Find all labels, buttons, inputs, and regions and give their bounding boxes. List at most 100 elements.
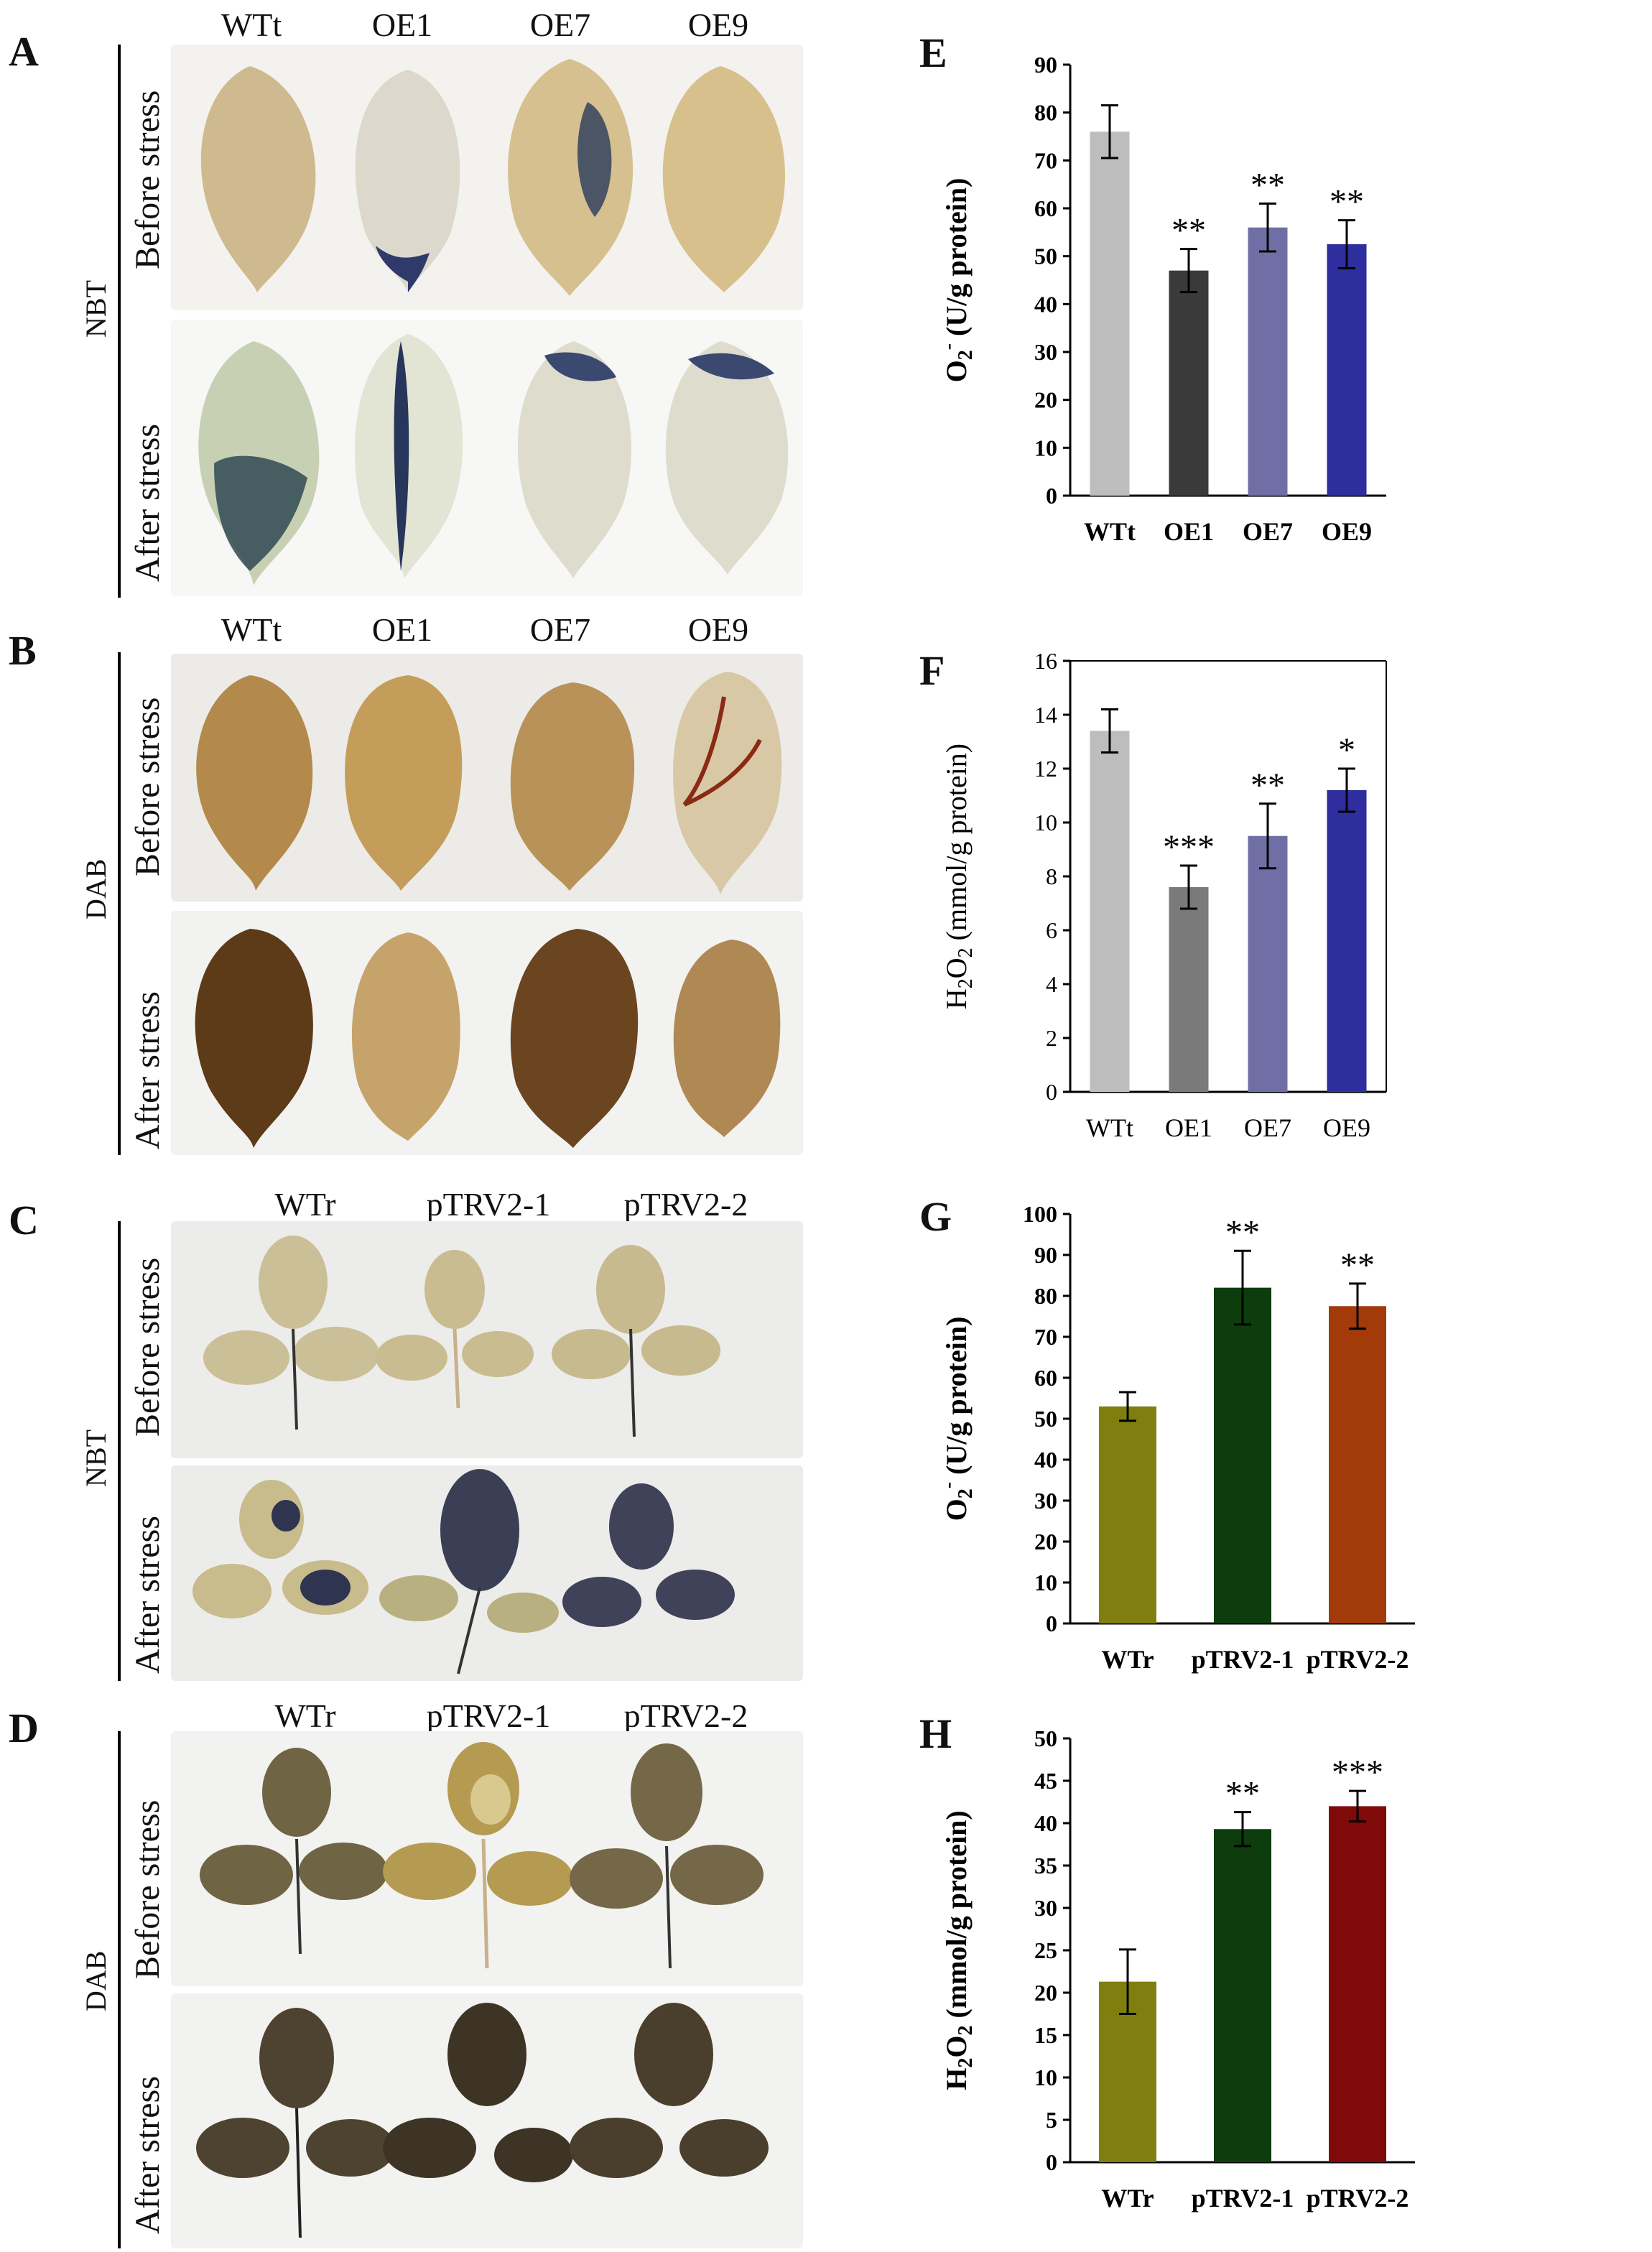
bracket-line <box>118 1731 121 2248</box>
panel-letter-d: D <box>9 1705 39 1751</box>
y-tick-label: 90 <box>1034 1242 1057 1268</box>
y-tick-label: 16 <box>1034 648 1057 674</box>
y-axis-label: H2O2 (mmol/g protein) <box>940 743 977 1009</box>
y-tick-label: 35 <box>1034 1853 1057 1878</box>
column-label: WTr <box>274 1186 336 1223</box>
y-tick-label: 30 <box>1034 1488 1057 1514</box>
category-label: WTt <box>1086 1113 1133 1142</box>
column-label: OE1 <box>371 611 433 648</box>
panel-letter-a: A <box>9 28 39 75</box>
y-tick-label: 70 <box>1034 147 1057 173</box>
column-label: OE9 <box>687 611 749 648</box>
bar <box>1248 835 1288 1092</box>
y-tick-label: 80 <box>1034 100 1057 126</box>
y-tick-label: 5 <box>1046 2107 1057 2133</box>
category-label: OE1 <box>1165 1113 1212 1142</box>
bracket-line <box>118 652 121 1155</box>
y-tick-label: 10 <box>1034 810 1057 835</box>
significance-marker: *** <box>1163 828 1215 866</box>
category-label: pTRV2-2 <box>1307 2184 1409 2212</box>
y-tick-label: 0 <box>1046 1079 1057 1105</box>
panel-letter-c: C <box>9 1197 39 1243</box>
row-label-after: After stress <box>129 991 167 1149</box>
category-label: WTr <box>1101 1645 1154 1674</box>
category-label: OE7 <box>1244 1113 1291 1142</box>
category-label: OE1 <box>1164 517 1214 546</box>
category-label: OE9 <box>1323 1113 1370 1142</box>
y-axis-label: O2- (U/g protein) <box>937 1317 977 1521</box>
category-label: pTRV2-1 <box>1192 2184 1294 2212</box>
y-tick-label: 10 <box>1034 2065 1057 2090</box>
category-label: WTr <box>1101 2184 1154 2212</box>
leaf-photo-after <box>171 1465 803 1681</box>
panel-letter-f: F <box>919 647 945 694</box>
column-label: OE7 <box>529 611 591 648</box>
y-tick-label: 40 <box>1034 1447 1057 1473</box>
row-label-before: Before stress <box>129 1257 167 1437</box>
leaf-photo-before <box>171 45 803 310</box>
leaf-photo-before <box>171 654 803 902</box>
bracket-line <box>118 1221 121 1681</box>
y-tick-label: 0 <box>1046 1611 1057 1636</box>
bar <box>1329 1806 1386 2162</box>
y-tick-label: 0 <box>1046 483 1057 509</box>
panel-letter-h: H <box>919 1710 952 1757</box>
y-tick-label: 8 <box>1046 863 1057 889</box>
significance-marker: *** <box>1332 1753 1383 1792</box>
leaf-shapes <box>192 1469 735 1674</box>
leaf-photo-before <box>171 1221 803 1458</box>
leaf-shapes <box>196 672 782 894</box>
y-axis-label: H2O2 (mmol/g protein) <box>940 1810 977 2090</box>
category-label: OE9 <box>1322 517 1372 546</box>
y-tick-label: 40 <box>1034 291 1057 317</box>
column-label: pTRV2-1 <box>426 1697 551 1734</box>
column-label: WTt <box>221 611 282 648</box>
y-tick-label: 4 <box>1046 971 1057 997</box>
y-tick-label: 10 <box>1034 1570 1057 1595</box>
chart-e: 0 10 20 30 40 50 60 70 80 90 O2- (U/g protein) WTt *… <box>937 52 1386 546</box>
significance-marker: ** <box>1330 183 1364 221</box>
y-tick-label: 20 <box>1034 1980 1057 2006</box>
bar <box>1090 731 1130 1092</box>
row-label-before: Before stress <box>129 697 167 876</box>
column-label: pTRV2-1 <box>426 1186 551 1223</box>
chart-h: 0 5 10 15 20 25 30 35 40 45 50 H2O2 (mmol/g protein… <box>940 1725 1415 2212</box>
y-tick-label: 14 <box>1034 702 1057 728</box>
y-tick-label: 50 <box>1034 1406 1057 1432</box>
row-label-after: After stress <box>129 1516 167 1674</box>
bar <box>1090 131 1130 496</box>
y-tick-label: 80 <box>1034 1283 1057 1309</box>
chart-g: 0 10 20 30 40 50 60 70 80 90 100 O2- (U/g protein) W… <box>937 1201 1415 1674</box>
column-label: pTRV2-2 <box>623 1186 748 1223</box>
significance-marker: * <box>1338 731 1355 769</box>
bar <box>1099 1406 1156 1623</box>
y-tick-label: 70 <box>1034 1324 1057 1350</box>
stain-label: NBT <box>80 1429 112 1487</box>
panel-letter-e: E <box>919 29 947 76</box>
bar <box>1248 227 1288 496</box>
leaf-shapes <box>195 929 781 1148</box>
y-tick-label: 60 <box>1034 1365 1057 1391</box>
y-tick-label: 0 <box>1046 2149 1057 2175</box>
y-tick-label: 50 <box>1034 244 1057 269</box>
y-tick-label: 30 <box>1034 1895 1057 1921</box>
bar <box>1169 887 1209 1092</box>
y-tick-label: 60 <box>1034 195 1057 221</box>
bar <box>1214 1287 1271 1623</box>
leaf-photo-after <box>171 911 803 1155</box>
column-label: WTr <box>274 1697 336 1734</box>
category-label: pTRV2-1 <box>1192 1645 1294 1674</box>
category-label: OE7 <box>1243 517 1293 546</box>
y-tick-label: 30 <box>1034 339 1057 365</box>
leaf-shapes <box>203 1236 720 1437</box>
leaf-photo-after <box>171 320 803 596</box>
column-label: WTt <box>221 6 282 43</box>
y-tick-label: 40 <box>1034 1810 1057 1836</box>
y-tick-label: 45 <box>1034 1768 1057 1794</box>
y-tick-label: 6 <box>1046 917 1057 943</box>
y-tick-label: 50 <box>1034 1725 1057 1751</box>
column-label: OE9 <box>687 6 749 43</box>
stain-label: DAB <box>80 1950 112 2011</box>
bar <box>1327 244 1367 496</box>
y-tick-label: 100 <box>1023 1201 1057 1227</box>
